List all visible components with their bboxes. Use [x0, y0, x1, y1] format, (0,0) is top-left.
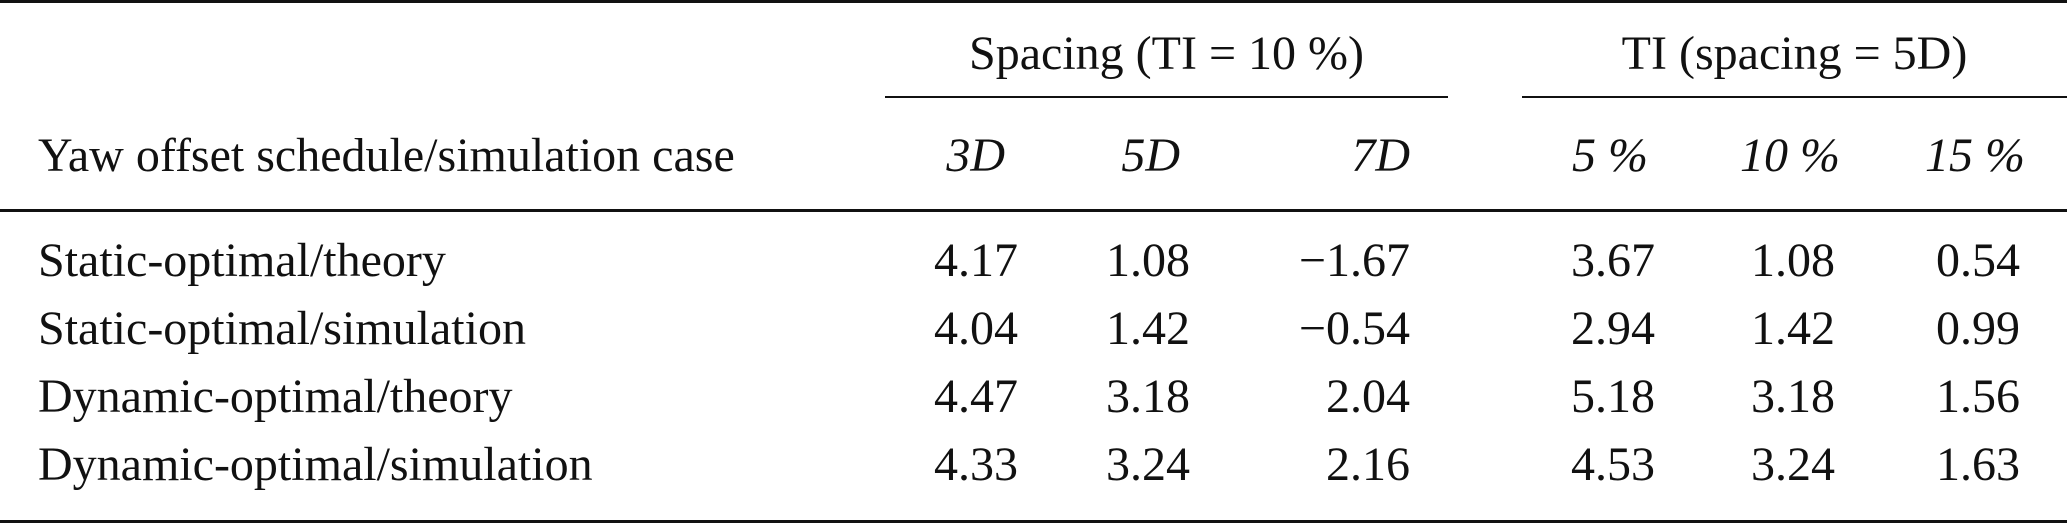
table-cell: 4.04 [934, 302, 1018, 355]
table-cell: 2.16 [1326, 438, 1410, 491]
table-cell: 3.24 [1106, 438, 1190, 491]
table-cell: 1.42 [1106, 302, 1190, 355]
stub-header: Yaw offset schedule/simulation case [38, 129, 735, 182]
table-cell: −0.54 [1298, 302, 1410, 355]
column-header-5pct: 5 % [1572, 129, 1648, 182]
table-cell: 4.33 [934, 438, 1018, 491]
table-cell: 4.17 [934, 234, 1018, 287]
table-cell: 1.56 [1936, 370, 2020, 423]
table-cell: −1.67 [1298, 234, 1410, 287]
table-cell: 4.47 [934, 370, 1018, 423]
row-label: Static-optimal/theory [38, 234, 446, 287]
row-label: Static-optimal/simulation [38, 302, 526, 355]
column-header-10pct: 10 % [1740, 129, 1840, 182]
header-rule [0, 209, 2067, 212]
column-header-7d: 7D [1351, 129, 1410, 182]
table-cell: 2.04 [1326, 370, 1410, 423]
table-cell: 5.18 [1571, 370, 1655, 423]
spacing-group-rule [885, 96, 1448, 98]
table-cell: 1.63 [1936, 438, 2020, 491]
ti-group-rule [1522, 96, 2067, 98]
table-cell: 3.18 [1751, 370, 1835, 423]
table-cell: 0.99 [1936, 302, 2020, 355]
table-cell: 1.42 [1751, 302, 1835, 355]
bottom-rule [0, 520, 2067, 523]
top-rule [0, 0, 2067, 3]
column-header-15pct: 15 % [1925, 129, 2025, 182]
table-cell: 3.18 [1106, 370, 1190, 423]
row-label: Dynamic-optimal/simulation [38, 438, 593, 491]
group-header-ti: TI (spacing = 5D) [1621, 27, 1968, 80]
column-header-5d: 5D [1121, 129, 1180, 182]
table-cell: 3.24 [1751, 438, 1835, 491]
table-cell: 0.54 [1936, 234, 2020, 287]
row-label: Dynamic-optimal/theory [38, 370, 513, 423]
table-cell: 2.94 [1571, 302, 1655, 355]
table-cell: 3.67 [1571, 234, 1655, 287]
column-header-3d: 3D [946, 129, 1005, 182]
group-header-spacing: Spacing (TI = 10 %) [969, 27, 1364, 80]
table-cell: 1.08 [1106, 234, 1190, 287]
table-cell: 1.08 [1751, 234, 1835, 287]
table-cell: 4.53 [1571, 438, 1655, 491]
